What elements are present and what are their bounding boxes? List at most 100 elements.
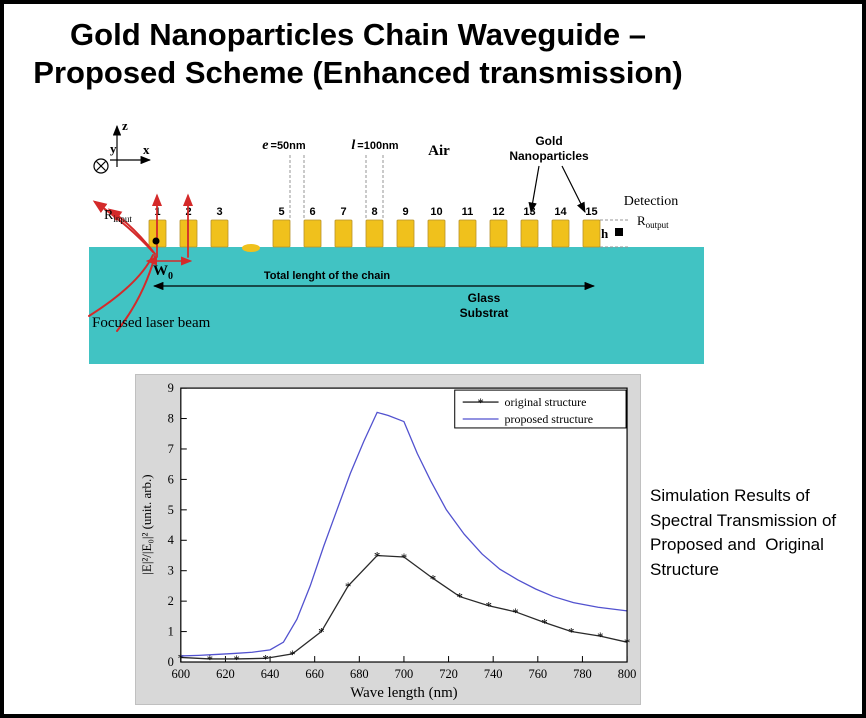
beam-reflected-arrow (107, 208, 156, 255)
series-line-original (180, 554, 628, 660)
results-caption: Simulation Results of Spectral Transmiss… (650, 486, 837, 579)
gold-nanoparticle (210, 219, 229, 248)
callout-arrow (561, 165, 586, 213)
gold-nanoparticle (396, 219, 415, 248)
y-tick-label: 5 (168, 503, 174, 517)
x-tick-label: 640 (261, 667, 280, 681)
schematic-svg: z x y 1 2 3 5 6 7 8 9 10 11 12 13 14 15 e =50nm l =100n… (88, 118, 704, 364)
gold-nanoparticle (489, 219, 508, 248)
defect-bump (242, 244, 260, 252)
y-tick-label: 1 (168, 625, 174, 639)
particle-number: 6 (309, 206, 315, 218)
data-point-marker: * (345, 579, 351, 594)
gold-nanoparticle (582, 219, 601, 248)
data-point-marker: * (262, 651, 268, 666)
gold-nanoparticle (551, 219, 570, 248)
data-point-marker: * (456, 590, 462, 605)
coordinate-axes: z x y (93, 118, 152, 174)
x-axis-label: x (143, 142, 150, 157)
gap-dimension: e =50nm (262, 138, 306, 219)
glass-substrate-label: Glass Substrat (460, 291, 509, 320)
particle-number: 3 (216, 206, 222, 218)
focused-laser-label: Focused laser beam (92, 315, 211, 331)
x-tick-label: 760 (528, 667, 547, 681)
total-length-label: Total lenght of the chain (264, 270, 391, 282)
particle-number: 7 (340, 206, 346, 218)
y-tick-label: 8 (168, 412, 174, 426)
data-point-marker: * (289, 647, 295, 662)
data-point-marker: * (485, 599, 491, 614)
y-tick-label: 3 (168, 564, 174, 578)
particle-number: 14 (554, 206, 567, 218)
y-axis-cross (96, 161, 106, 171)
chart-panel: 600 620 640 660 680 700 720 740 760 780 800 0 1 2 3 4 5 6… (135, 374, 641, 705)
x-tick-label: 620 (216, 667, 235, 681)
particle-number: 10 (430, 206, 442, 218)
data-point-marker: * (318, 625, 324, 640)
legend-box (454, 389, 627, 429)
particle-number: 15 (585, 206, 597, 218)
gold-nanoparticle (272, 219, 291, 248)
data-point-marker: * (597, 629, 603, 644)
gold-nanoparticles-label: Gold Nanoparticles (509, 134, 589, 163)
focused-laser-beam (88, 193, 194, 332)
length-dimension: l =100nm (351, 138, 399, 219)
z-axis-label: z (122, 118, 128, 133)
h-label: h (601, 226, 609, 241)
transmission-chart: 600 620 640 660 680 700 720 740 760 780 800 0 1 2 3 4 5 6… (139, 381, 637, 701)
x-tick-label: 780 (573, 667, 592, 681)
beam-waist-label: W0 (153, 263, 173, 282)
chart-series: * * * * **** **** *** * * (178, 411, 630, 667)
beam-reflected-arrow (92, 200, 154, 253)
air-label: Air (428, 143, 450, 159)
callout-arrow (528, 165, 540, 214)
schematic-figure: z x y 1 2 3 5 6 7 8 9 10 11 12 13 14 15 e =50nm l =100n… (84, 109, 814, 374)
x-tick-label: 800 (618, 667, 637, 681)
r-input-label: Rinput (104, 208, 132, 224)
y-tick-label: 9 (168, 381, 174, 395)
x-tick-label: 720 (439, 667, 458, 681)
data-point-marker: * (568, 625, 574, 640)
legend-marker-original: * (477, 395, 483, 410)
y-axis-title: |E|²/|E₀|² (unit. arb.) (139, 474, 154, 574)
x-tick-label: 680 (350, 667, 369, 681)
y-tick-label: 2 (168, 594, 174, 608)
legend-label-proposed: proposed structure (505, 412, 594, 426)
y-tick-label: 4 (168, 533, 175, 547)
series-line-proposed (180, 411, 628, 657)
data-point-marker: * (207, 652, 213, 667)
legend: * original structure proposed structure (454, 389, 627, 429)
gold-nanoparticle (458, 219, 477, 248)
particle-number: 13 (523, 206, 535, 218)
gold-nanoparticle (520, 219, 539, 248)
nanoparticle-chain: 1 2 3 5 6 7 8 9 10 11 12 13 14 15 (148, 206, 601, 248)
title-line-1: Gold Nanoparticles Chain Waveguide – (70, 17, 646, 52)
length-dimension-label: l =100nm (351, 138, 398, 153)
detection-point-square (615, 228, 623, 236)
x-tick-label: 600 (171, 667, 190, 681)
gold-nanoparticle (365, 219, 384, 248)
slide-title: Gold Nanoparticles Chain Waveguide – Pro… (8, 16, 708, 92)
data-point-marker: * (374, 548, 380, 563)
x-axis-title: Wave length (nm) (350, 685, 457, 701)
gold-nanoparticle (334, 219, 353, 248)
total-length-annotation: Total lenght of the chain (152, 270, 596, 291)
gold-nanoparticles-callout: Gold Nanoparticles (509, 134, 589, 214)
data-point-marker: * (541, 615, 547, 630)
y-tick-label: 7 (168, 442, 174, 456)
r-output-label: Routput (637, 213, 669, 230)
detection-label: Detection (624, 194, 678, 209)
title-line-2: Proposed Scheme (Enhanced transmission) (33, 54, 683, 90)
data-point-marker: * (401, 550, 407, 565)
data-point-marker: * (233, 652, 239, 667)
particle-number: 8 (371, 206, 377, 218)
height-dimension: h (600, 219, 629, 248)
glass-substrate (89, 247, 704, 364)
gap-dimension-label: e =50nm (262, 138, 306, 153)
y-axis-label: y (110, 141, 117, 156)
data-point-marker: * (512, 605, 518, 620)
input-point-dot (152, 237, 160, 245)
gold-nanoparticle (303, 219, 322, 248)
particle-number: 11 (462, 206, 474, 218)
